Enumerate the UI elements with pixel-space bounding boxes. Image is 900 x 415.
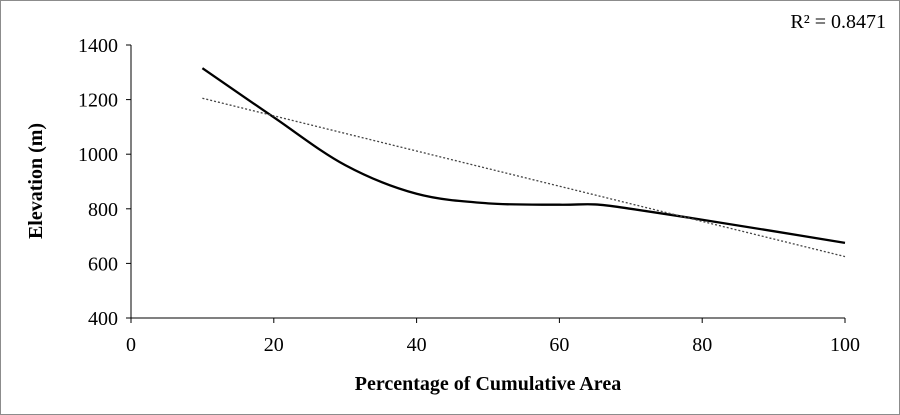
x-tick-label: 20: [264, 334, 284, 356]
elevation-curve-series: [201, 67, 846, 245]
x-ticks: 0 20 40 60 80 100: [126, 318, 860, 356]
series-group: [201, 67, 846, 258]
x-tick-label: 60: [549, 334, 569, 356]
y-tick-label: 600: [88, 253, 118, 275]
axes: [130, 45, 845, 319]
y-tick-label: 1200: [78, 90, 118, 112]
x-tick-label: 40: [407, 334, 427, 356]
x-axis-title: Percentage of Cumulative Area: [355, 373, 621, 395]
y-tick-label: 1000: [78, 144, 118, 166]
y-tick-label: 800: [88, 199, 118, 221]
r-squared-annotation: R² = 0.8471: [790, 11, 886, 33]
y-tick-label: 400: [88, 308, 118, 330]
y-axis-title: Elevation (m): [25, 123, 47, 239]
x-tick-label: 100: [830, 334, 860, 356]
trendline-series: [202, 97, 846, 258]
x-tick-label: 0: [126, 334, 136, 356]
x-tick-label: 80: [692, 334, 712, 356]
y-tick-label: 1400: [78, 35, 118, 57]
y-ticks: 400 600 800 1000 1200 1400: [78, 35, 131, 330]
